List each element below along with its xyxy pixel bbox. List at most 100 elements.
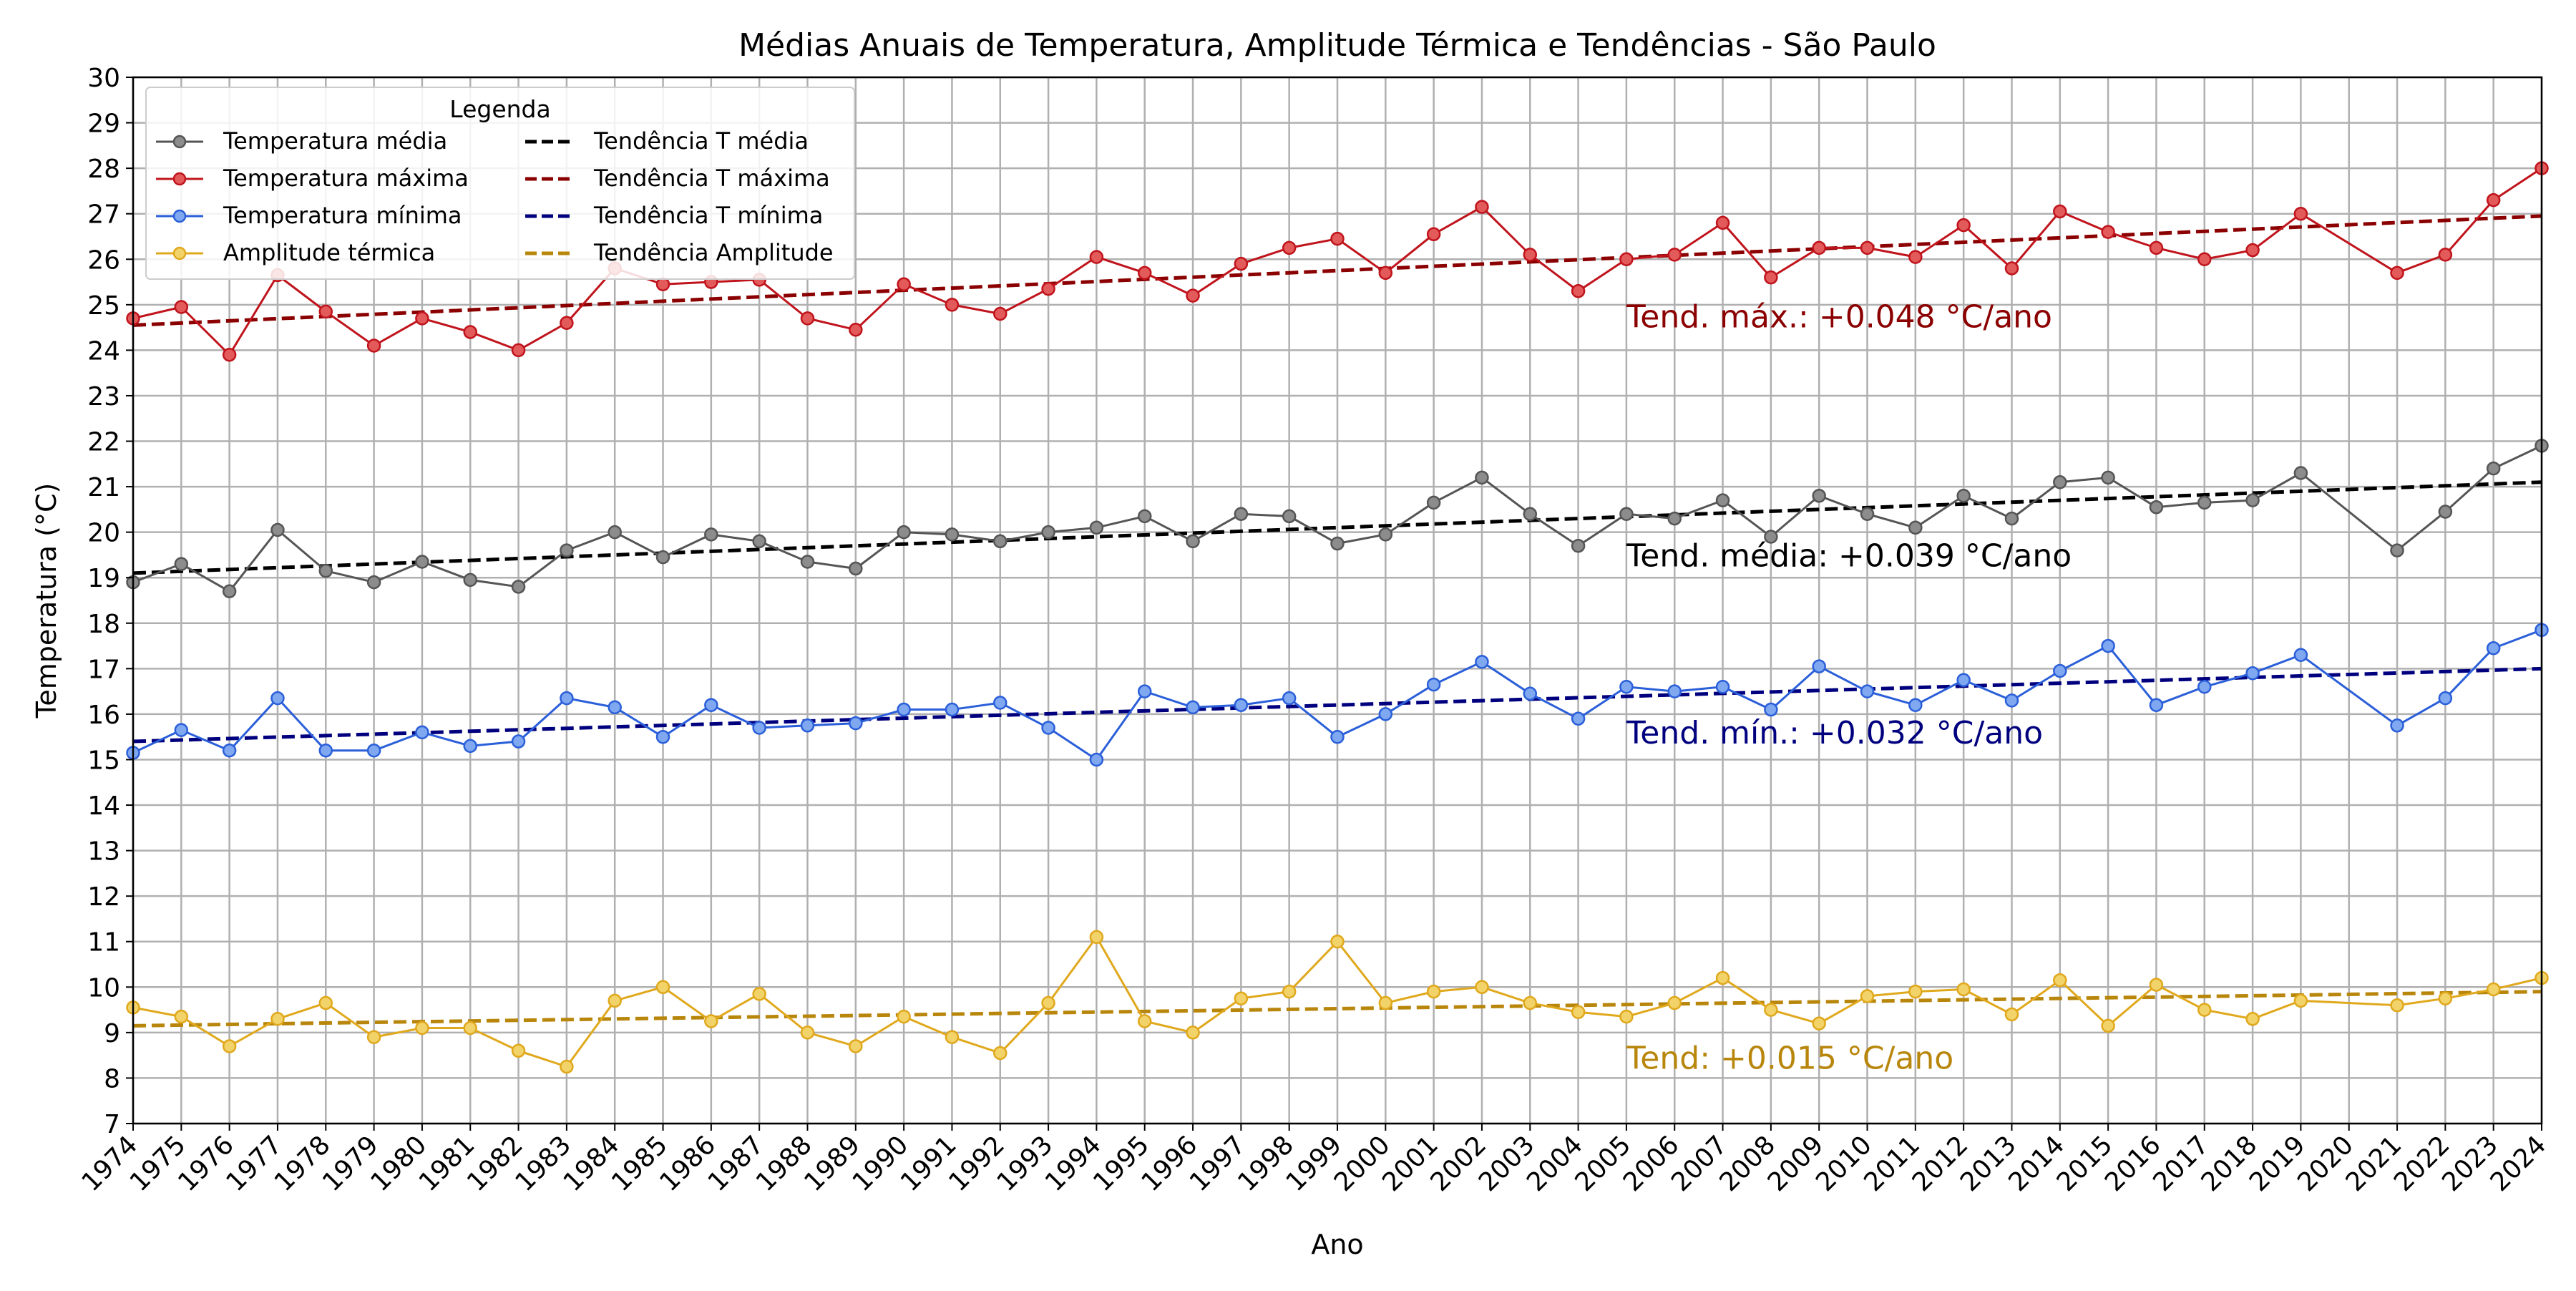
data-point: [1764, 270, 1778, 285]
data-point: [1282, 509, 1297, 524]
x-tick-label: 1979: [317, 1130, 384, 1197]
data-point: [1571, 711, 1586, 726]
data-point: [1041, 721, 1055, 735]
data-point: [2245, 666, 2260, 681]
x-tick-label: 2017: [2147, 1130, 2215, 1197]
data-point: [2390, 265, 2404, 281]
data-point: [849, 561, 863, 576]
data-point: [1571, 1005, 1586, 1020]
data-point: [2053, 663, 2067, 678]
y-tick-label: 11: [87, 928, 120, 958]
data-point: [1089, 752, 1104, 767]
x-tick-label: 2003: [1473, 1130, 1541, 1197]
x-tick-label: 1983: [509, 1130, 577, 1197]
y-tick-label: 23: [87, 382, 120, 411]
data-point: [1764, 1003, 1778, 1017]
y-tick-label: 21: [87, 473, 120, 502]
data-point: [2004, 261, 2019, 276]
legend-item: Temperatura mínima: [156, 202, 462, 229]
x-tick-label: 2011: [1858, 1130, 1926, 1197]
data-point: [511, 1043, 526, 1058]
data-point: [2245, 493, 2260, 507]
x-tick-label: 2013: [1955, 1130, 2022, 1197]
data-point: [800, 718, 815, 733]
x-tick-label: 2001: [1377, 1130, 1444, 1197]
data-point: [945, 527, 960, 542]
y-tick-label: 14: [87, 791, 120, 821]
data-point: [1137, 1014, 1152, 1028]
data-point: [608, 525, 622, 540]
data-point: [608, 993, 622, 1008]
data-point: [1426, 677, 1441, 692]
data-point: [1330, 934, 1345, 949]
data-point: [897, 1009, 911, 1024]
data-point: [1715, 493, 1730, 507]
y-tick-label: 12: [87, 882, 120, 912]
data-point: [897, 702, 911, 717]
data-point: [1908, 984, 1923, 999]
x-tick-label: 2000: [1329, 1130, 1396, 1197]
legend-label: Temperatura média: [223, 127, 447, 155]
x-tick-label: 2009: [1762, 1130, 1830, 1197]
data-point: [1330, 536, 1345, 551]
series-group: [126, 161, 2549, 362]
data-point: [1523, 686, 1538, 701]
data-point: [655, 729, 670, 744]
data-point: [2486, 461, 2501, 476]
data-point: [655, 980, 670, 995]
data-point: [945, 702, 960, 717]
data-point: [800, 311, 815, 326]
series-line: [132, 167, 2542, 357]
data-point: [366, 338, 381, 353]
x-tick-label: 2019: [2244, 1130, 2311, 1197]
data-point: [1667, 995, 1682, 1010]
data-point: [1860, 684, 1875, 698]
data-point: [752, 534, 766, 549]
data-point: [897, 525, 911, 540]
legend-item: Amplitude térmica: [156, 239, 435, 266]
data-point: [511, 734, 526, 749]
data-point: [1426, 495, 1441, 510]
data-point: [1234, 256, 1249, 271]
y-tick-label: 16: [87, 701, 120, 730]
x-tick-label: 1974: [77, 1130, 144, 1197]
data-point: [1956, 673, 1971, 687]
data-point: [704, 527, 718, 542]
data-point: [1619, 507, 1634, 521]
data-point: [993, 1046, 1008, 1061]
data-point: [1186, 288, 1200, 303]
data-point: [1378, 527, 1393, 542]
data-point: [1908, 250, 1923, 264]
data-point: [752, 721, 766, 735]
data-point: [174, 300, 189, 314]
data-point: [1089, 520, 1104, 535]
y-tick-label: 17: [87, 655, 120, 684]
data-point: [318, 995, 333, 1010]
x-tick-label: 2004: [1521, 1130, 1589, 1197]
data-point: [1812, 240, 1826, 255]
data-point: [2486, 640, 2501, 656]
data-point: [1812, 1016, 1826, 1031]
data-point: [1523, 248, 1538, 262]
data-point: [608, 700, 622, 715]
x-tick-label: 2007: [1666, 1130, 1733, 1197]
legend-label: Tendência T média: [593, 127, 809, 155]
data-point: [1186, 534, 1200, 549]
x-tick-label: 1982: [462, 1130, 529, 1197]
data-point: [2293, 648, 2308, 663]
legend-item: Temperatura média: [156, 127, 447, 155]
data-point: [655, 277, 670, 291]
data-point: [1041, 995, 1055, 1010]
x-tick-label: 1985: [606, 1130, 673, 1197]
data-point: [222, 744, 237, 758]
data-point: [1956, 218, 1971, 233]
data-point: [415, 555, 429, 569]
x-tick-label: 2024: [2485, 1130, 2552, 1197]
x-tick-label: 2014: [2003, 1130, 2070, 1197]
data-point: [2149, 698, 2164, 712]
data-point: [2053, 204, 2067, 219]
data-point: [993, 306, 1008, 321]
trend-annotation: Tend: +0.015 °C/ano: [1626, 1041, 1953, 1077]
trend-line: [132, 480, 2542, 575]
